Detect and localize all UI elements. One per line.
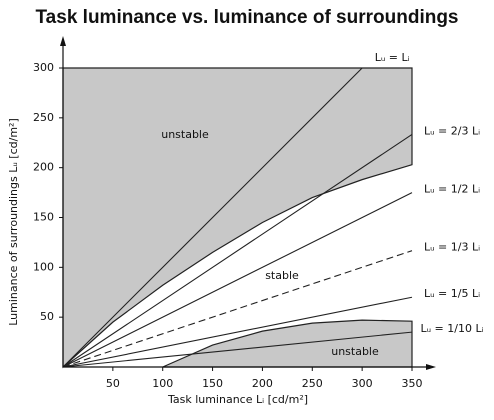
lines: Lᵤ = Lᵢ Lᵤ = 2/3 Lᵢ Lᵤ = 1/2 Lᵢ Lᵤ = 1/3 Lᵢ… — [62, 51, 484, 368]
x-tick-label: 50 — [106, 377, 120, 390]
y-tick-label: 50 — [40, 310, 54, 323]
annotation: stable — [265, 269, 299, 282]
x-tick-label: 300 — [352, 377, 373, 390]
legend-label: Lᵤ = Lᵢ — [375, 51, 410, 64]
line — [62, 192, 413, 368]
legend-label: Lᵤ = 1/3 Lᵢ — [424, 241, 480, 254]
x-tick-label: 100 — [152, 377, 173, 390]
y-tick-label: 300 — [33, 61, 54, 74]
x-axis-label: Task luminance Lᵢ [cd/m²] — [167, 393, 308, 406]
line — [62, 331, 413, 368]
x-tick-label: 150 — [202, 377, 223, 390]
x-axis-arrow — [426, 364, 436, 370]
unstable-region — [162, 319, 413, 368]
y-tick-label: 250 — [33, 111, 54, 124]
y-tick-label: 100 — [33, 260, 54, 273]
legend-label: Lᵤ = 1/2 Lᵢ — [424, 183, 480, 196]
line — [62, 67, 363, 368]
x-tick-label: 250 — [302, 377, 323, 390]
line — [62, 250, 413, 368]
legend-label: Lᵤ = 2/3 Lᵢ — [424, 124, 480, 137]
legend-label: Lᵤ = 1/10 Lᵢ — [420, 322, 483, 335]
legend-label: Lᵤ = 1/5 Lᵢ — [424, 287, 480, 300]
axes — [60, 36, 436, 370]
chart-title: Task luminance vs. luminance of surround… — [35, 7, 458, 28]
regions: unstable unstable stable — [62, 67, 413, 369]
x-tick-label: 200 — [252, 377, 273, 390]
x-tick-label: 350 — [402, 377, 423, 390]
unstable-region — [62, 67, 413, 369]
region-label: unstable — [331, 345, 379, 358]
y-tick-label: 200 — [33, 161, 54, 174]
y-axis-arrow — [60, 36, 66, 46]
y-tick-label: 150 — [33, 211, 54, 224]
line — [62, 134, 413, 368]
region-label: unstable — [161, 128, 209, 141]
line — [62, 296, 413, 368]
y-axis-label: Luminance of surroundings Lᵤ [cd/m²] — [7, 118, 20, 326]
